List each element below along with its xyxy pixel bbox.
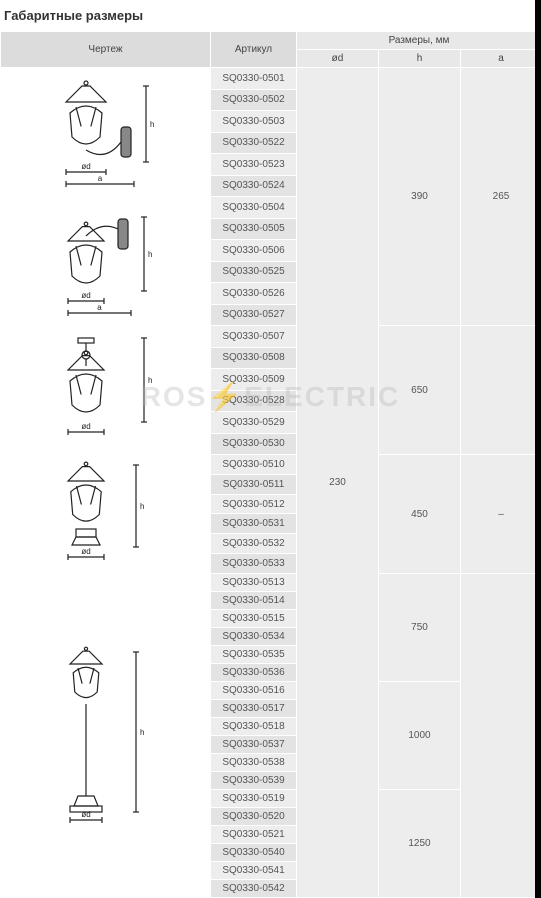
article-cell: SQ0330-0510 (211, 455, 297, 475)
svg-text:ød: ød (81, 547, 90, 556)
table-row: ødahSQ0330-0501230390265 (1, 68, 541, 90)
svg-text:h: h (140, 728, 144, 737)
table-body: ødahSQ0330-0501230390265SQ0330-0502SQ033… (1, 68, 541, 898)
article-cell: SQ0330-0517 (211, 700, 297, 718)
a-cell: 265 (461, 68, 541, 326)
header-article: Артикул (211, 32, 297, 68)
article-cell: SQ0330-0534 (211, 628, 297, 646)
article-cell: SQ0330-0504 (211, 197, 297, 219)
article-cell: SQ0330-0518 (211, 718, 297, 736)
h-cell: 750 (379, 574, 461, 682)
drawing-cell: øda h (1, 197, 211, 326)
article-cell: SQ0330-0529 (211, 412, 297, 434)
svg-text:h: h (148, 376, 152, 385)
article-cell: SQ0330-0514 (211, 592, 297, 610)
svg-text:a: a (97, 174, 102, 183)
article-cell: SQ0330-0519 (211, 790, 297, 808)
svg-text:h: h (148, 250, 152, 259)
article-cell: SQ0330-0538 (211, 754, 297, 772)
article-cell: SQ0330-0523 (211, 154, 297, 176)
drawing-cell: ød h (1, 574, 211, 898)
header-h: h (379, 50, 461, 68)
article-cell: SQ0330-0536 (211, 664, 297, 682)
a-cell: – (461, 455, 541, 574)
article-cell: SQ0330-0507 (211, 326, 297, 348)
svg-text:ød: ød (81, 291, 90, 300)
article-cell: SQ0330-0511 (211, 474, 297, 494)
article-cell: SQ0330-0513 (211, 574, 297, 592)
article-cell: SQ0330-0535 (211, 646, 297, 664)
article-cell: SQ0330-0501 (211, 68, 297, 90)
article-cell: SQ0330-0516 (211, 682, 297, 700)
article-cell: SQ0330-0527 (211, 304, 297, 326)
svg-text:ød: ød (81, 810, 90, 819)
article-cell: SQ0330-0502 (211, 89, 297, 111)
table-row: ødhSQ0330-0507650 (1, 326, 541, 348)
svg-text:a: a (97, 303, 102, 312)
dimensions-table: Чертеж Артикул Размеры, мм ød h a ødahSQ… (0, 31, 541, 898)
svg-text:h: h (150, 120, 154, 129)
drawing-cell: ød h (1, 455, 211, 574)
a-cell (461, 574, 541, 898)
table-row: ødhSQ0330-0510450– (1, 455, 541, 475)
article-cell: SQ0330-0521 (211, 826, 297, 844)
article-cell: SQ0330-0512 (211, 494, 297, 514)
article-cell: SQ0330-0528 (211, 390, 297, 412)
svg-text:ød: ød (81, 162, 90, 171)
article-cell: SQ0330-0531 (211, 514, 297, 534)
svg-text:ød: ød (81, 422, 90, 431)
h-cell: 1000 (379, 682, 461, 790)
header-od: ød (297, 50, 379, 68)
article-cell: SQ0330-0522 (211, 132, 297, 154)
table-row: ødhSQ0330-0513750 (1, 574, 541, 592)
article-cell: SQ0330-0524 (211, 175, 297, 197)
article-cell: SQ0330-0509 (211, 369, 297, 391)
article-cell: SQ0330-0539 (211, 772, 297, 790)
article-cell: SQ0330-0520 (211, 808, 297, 826)
header-drawing: Чертеж (1, 32, 211, 68)
od-cell: 230 (297, 68, 379, 898)
svg-text:h: h (140, 502, 144, 511)
table-header: Чертеж Артикул Размеры, мм ød h a (1, 32, 541, 68)
header-dims-group: Размеры, мм (297, 32, 541, 50)
article-cell: SQ0330-0541 (211, 862, 297, 880)
article-cell: SQ0330-0530 (211, 433, 297, 455)
drawing-cell: øda h (1, 68, 211, 197)
article-cell: SQ0330-0505 (211, 218, 297, 240)
header-a: a (461, 50, 541, 68)
h-cell: 650 (379, 326, 461, 455)
page-right-border (535, 0, 541, 898)
article-cell: SQ0330-0515 (211, 610, 297, 628)
article-cell: SQ0330-0537 (211, 736, 297, 754)
article-cell: SQ0330-0540 (211, 844, 297, 862)
article-cell: SQ0330-0532 (211, 534, 297, 554)
article-cell: SQ0330-0503 (211, 111, 297, 133)
h-cell: 1250 (379, 790, 461, 898)
article-cell: SQ0330-0533 (211, 554, 297, 574)
h-cell: 450 (379, 455, 461, 574)
page-title: Габаритные размеры (0, 0, 541, 31)
article-cell: SQ0330-0525 (211, 261, 297, 283)
article-cell: SQ0330-0506 (211, 240, 297, 262)
article-cell: SQ0330-0526 (211, 283, 297, 305)
article-cell: SQ0330-0508 (211, 347, 297, 369)
drawing-cell: ød h (1, 326, 211, 455)
h-cell: 390 (379, 68, 461, 326)
article-cell: SQ0330-0542 (211, 880, 297, 898)
a-cell (461, 326, 541, 455)
